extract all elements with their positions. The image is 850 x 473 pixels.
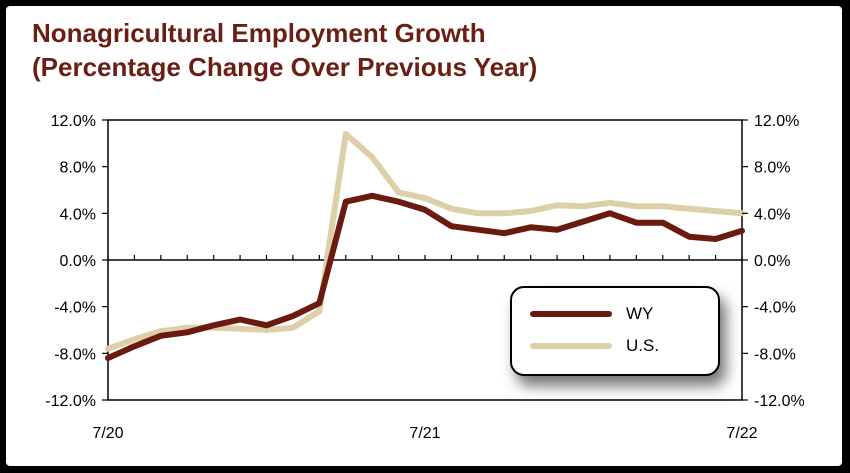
y-tick-label-right: 4.0% [754, 206, 790, 223]
y-tick-label-left: 4.0% [60, 206, 96, 223]
y-tick-label-left: 0.0% [60, 253, 96, 270]
y-tick-label-right: 8.0% [754, 160, 790, 177]
y-tick-label-left: 12.0% [51, 113, 96, 130]
legend-label-us: U.S. [626, 336, 660, 355]
y-tick-label-left: -12.0% [45, 393, 96, 410]
y-tick-label-right: -4.0% [754, 300, 796, 317]
legend: WY U.S. [510, 286, 720, 376]
legend-item-wy: WY [530, 302, 653, 326]
y-tick-label-left: -4.0% [54, 300, 96, 317]
y-tick-label-left: 8.0% [60, 160, 96, 177]
x-tick-label: 7/21 [409, 425, 440, 442]
legend-swatch-wy [530, 311, 612, 317]
x-tick-label: 7/20 [92, 425, 123, 442]
y-tick-label-right: -8.0% [754, 346, 796, 363]
x-tick-label: 7/22 [726, 425, 757, 442]
chart-title: Nonagricultural Employment Growth [32, 18, 486, 48]
series-line-wy [105, 192, 745, 361]
y-tick-label-right: -12.0% [754, 393, 805, 410]
legend-swatch-us [530, 343, 612, 349]
legend-label-wy: WY [626, 304, 654, 323]
y-tick-label-right: 12.0% [754, 113, 799, 130]
legend-item-us: U.S. [530, 334, 659, 358]
chart-subtitle: (Percentage Change Over Previous Year) [32, 52, 538, 82]
y-tick-label-left: -8.0% [54, 346, 96, 363]
y-tick-label-right: 0.0% [754, 253, 790, 270]
